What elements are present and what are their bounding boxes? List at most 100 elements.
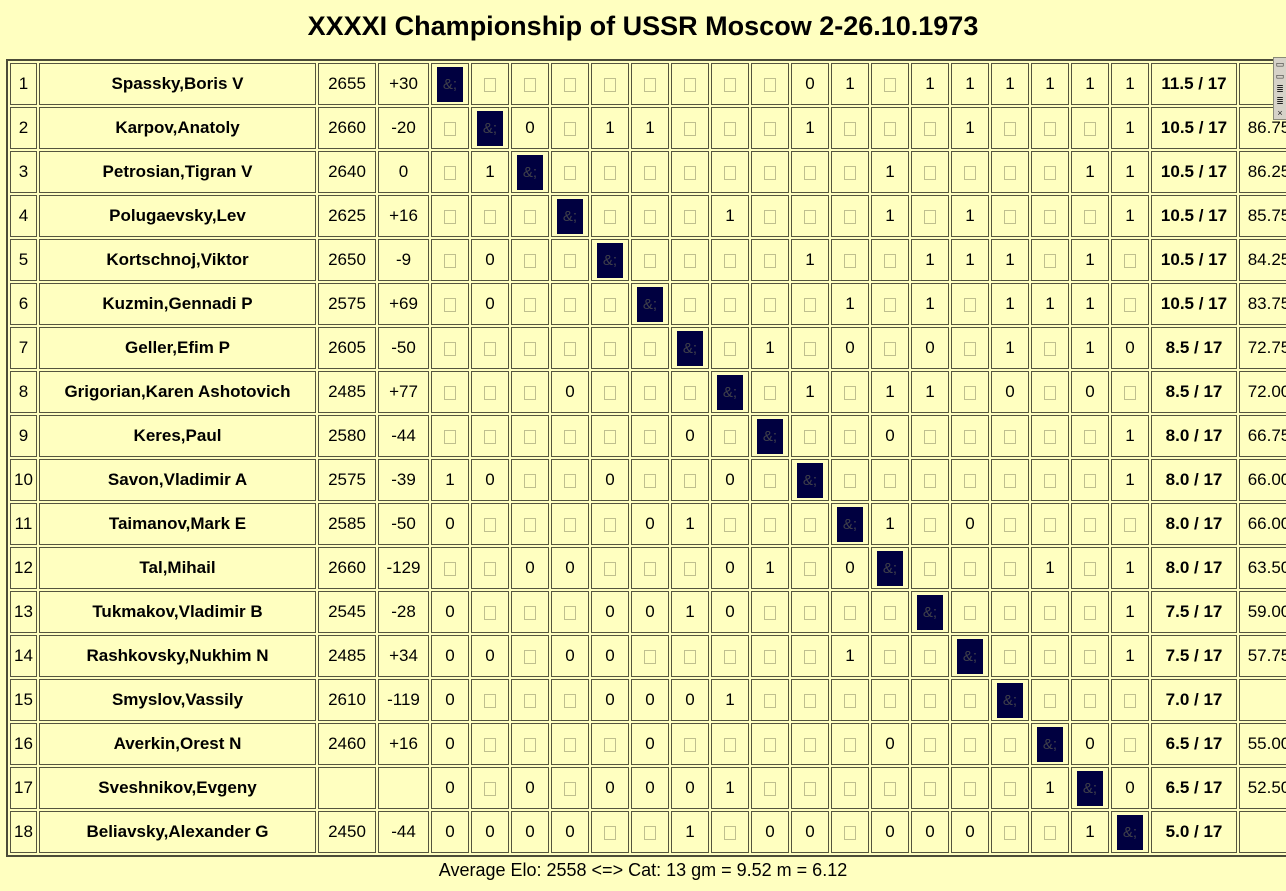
draw-glyph — [484, 209, 496, 224]
draw-glyph — [884, 121, 896, 136]
draw-cell — [791, 635, 829, 677]
rank-cell: 10 — [10, 459, 37, 501]
diagonal-cell: &; — [711, 371, 749, 413]
diagonal-marker: &; — [477, 110, 503, 146]
draw-glyph — [604, 517, 616, 532]
elo-change-cell: -39 — [378, 459, 429, 501]
draw-glyph — [844, 429, 856, 444]
draw-glyph — [524, 253, 536, 268]
draw-glyph — [444, 385, 456, 400]
draw-glyph — [1004, 649, 1016, 664]
draw-glyph — [484, 385, 496, 400]
result-cell: 1 — [1111, 591, 1149, 633]
result-cell: 1 — [1111, 415, 1149, 457]
draw-glyph — [804, 429, 816, 444]
elo-cell: 2575 — [318, 459, 376, 501]
result-cell: 1 — [1031, 63, 1069, 105]
draw-cell — [1031, 195, 1069, 237]
draw-cell — [591, 811, 629, 853]
diagonal-marker: &; — [557, 198, 583, 234]
result-cell: 0 — [431, 635, 469, 677]
draw-glyph — [644, 253, 656, 268]
elo-cell: 2485 — [318, 635, 376, 677]
result-cell: 0 — [751, 811, 789, 853]
draw-glyph — [924, 561, 936, 576]
player-row: 1 Spassky,Boris V 2655 +30 &; 0 1 1 1 1 1 1 1 11.5 / … — [10, 63, 1286, 105]
draw-cell — [911, 415, 949, 457]
page-title: XXXXI Championship of USSR Moscow 2-26.1… — [307, 11, 979, 41]
result-cell: 1 — [751, 327, 789, 369]
result-cell: 1 — [991, 239, 1029, 281]
draw-glyph — [564, 341, 576, 356]
draw-cell — [911, 723, 949, 765]
draw-cell — [471, 723, 509, 765]
draw-glyph — [484, 517, 496, 532]
draw-glyph — [1044, 253, 1056, 268]
elo-change-cell: +16 — [378, 723, 429, 765]
draw-cell — [831, 415, 869, 457]
tiebreak-cell: 72.00 — [1239, 371, 1286, 413]
draw-glyph — [804, 297, 816, 312]
player-row: 6 Kuzmin,Gennadi P 2575 +69 0 &; 1 1 1 1 1 10.5 / 1… — [10, 283, 1286, 325]
draw-cell — [751, 195, 789, 237]
result-cell: 0 — [471, 239, 509, 281]
draw-cell — [551, 151, 589, 193]
result-cell: 0 — [511, 547, 549, 589]
elo-cell: 2605 — [318, 327, 376, 369]
player-row: 18 Beliavsky,Alexander G 2450 -44 0 0 0 0 1 0 0 0 0 0… — [10, 811, 1286, 853]
draw-cell — [471, 327, 509, 369]
result-cell: 0 — [911, 327, 949, 369]
draw-cell — [671, 239, 709, 281]
result-cell: 0 — [1071, 371, 1109, 413]
draw-glyph — [884, 297, 896, 312]
draw-cell — [671, 107, 709, 149]
draw-glyph — [924, 517, 936, 532]
draw-cell — [1031, 811, 1069, 853]
rank-cell: 17 — [10, 767, 37, 809]
draw-cell — [711, 283, 749, 325]
player-name-cell: Tukmakov,Vladimir B — [39, 591, 316, 633]
draw-cell — [871, 107, 909, 149]
draw-glyph — [484, 781, 496, 796]
footer-summary: Average Elo: 2558 <=> Cat: 13 gm = 9.52 … — [438, 860, 848, 880]
draw-cell — [511, 635, 549, 677]
draw-cell — [791, 503, 829, 545]
draw-glyph — [1084, 429, 1096, 444]
elo-change-cell: +77 — [378, 371, 429, 413]
window-controls-strip[interactable]: ▭ ▭ ≣ ≣ × — [1273, 57, 1286, 120]
draw-cell — [711, 811, 749, 853]
diagonal-cell: &; — [1031, 723, 1069, 765]
result-cell: 1 — [471, 151, 509, 193]
draw-glyph — [884, 649, 896, 664]
close-icon[interactable]: × — [1277, 108, 1283, 118]
rank-cell: 9 — [10, 415, 37, 457]
draw-glyph — [1124, 737, 1136, 752]
draw-glyph — [764, 781, 776, 796]
draw-glyph — [1004, 561, 1016, 576]
player-name-cell: Tal,Mihail — [39, 547, 316, 589]
draw-cell — [871, 679, 909, 721]
draw-cell — [751, 591, 789, 633]
diagonal-cell: &; — [591, 239, 629, 281]
draw-cell — [551, 591, 589, 633]
draw-glyph — [764, 385, 776, 400]
rank-cell: 4 — [10, 195, 37, 237]
draw-cell — [991, 811, 1029, 853]
draw-glyph — [1084, 473, 1096, 488]
draw-glyph — [1124, 385, 1136, 400]
draw-glyph — [1084, 121, 1096, 136]
elo-cell: 2485 — [318, 371, 376, 413]
draw-glyph — [604, 77, 616, 92]
draw-glyph — [964, 341, 976, 356]
draw-cell — [911, 151, 949, 193]
draw-cell — [551, 283, 589, 325]
player-row: 13 Tukmakov,Vladimir B 2545 -28 0 0 0 1 0 &; 1 7.5 … — [10, 591, 1286, 633]
draw-glyph — [524, 737, 536, 752]
elo-cell: 2580 — [318, 415, 376, 457]
draw-glyph — [924, 121, 936, 136]
draw-cell — [991, 503, 1029, 545]
draw-cell — [911, 503, 949, 545]
draw-glyph — [804, 781, 816, 796]
draw-glyph — [1004, 517, 1016, 532]
draw-cell — [1071, 415, 1109, 457]
